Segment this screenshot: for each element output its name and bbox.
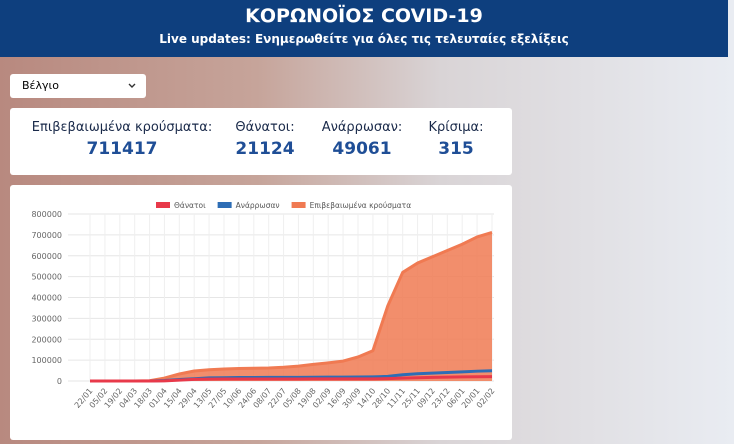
stat-label: Κρίσιμα: bbox=[428, 120, 484, 135]
stat: Κρίσιμα: 315 bbox=[428, 120, 483, 159]
legend-swatch bbox=[156, 202, 170, 208]
y-tick-label: 300000 bbox=[31, 314, 62, 323]
stat-label: Θάνατοι: bbox=[235, 120, 295, 135]
stat-value: 711417 bbox=[86, 139, 158, 159]
legend-label: Ανάρρωσαν bbox=[236, 201, 280, 210]
header: ΚΟΡΩΝΟΪΟΣ COVID-19 Live updates: Ενημερω… bbox=[0, 0, 728, 57]
stats-card: Επιβεβαιωμένα κρούσματα: 711417 Θάνατοι: 2… bbox=[10, 108, 512, 175]
stat: Ανάρρωσαν: 49061 bbox=[322, 120, 403, 159]
legend-swatch bbox=[217, 202, 232, 208]
y-tick-label: 500000 bbox=[31, 273, 62, 282]
stat: Επιβεβαιωμένα κρούσματα: 711417 bbox=[32, 120, 212, 159]
header-title: ΚΟΡΩΝΟΪΟΣ COVID-19 bbox=[245, 5, 483, 27]
stat-label: Επιβεβαιωμένα κρούσματα: bbox=[31, 120, 213, 135]
y-tick-label: 100000 bbox=[31, 356, 62, 365]
chart: 0 100000 200000 300000 400000 500000 600000 700… bbox=[31, 201, 496, 410]
y-tick-label: 400000 bbox=[31, 294, 62, 303]
stat: Θάνατοι: 21124 bbox=[235, 120, 294, 159]
select-value: Βέλγιο bbox=[22, 79, 59, 92]
stat-label: Ανάρρωσαν: bbox=[321, 120, 403, 135]
stat-value: 21124 bbox=[235, 139, 295, 159]
y-tick-label: 200000 bbox=[31, 335, 62, 344]
chevron bbox=[128, 83, 136, 88]
legend-swatch bbox=[291, 202, 306, 208]
y-tick-label: 0 bbox=[57, 377, 62, 386]
series-line bbox=[90, 375, 493, 383]
stat-value: 49061 bbox=[332, 139, 392, 159]
y-tick-label: 600000 bbox=[31, 252, 62, 261]
country-select[interactable]: Βέλγιο bbox=[10, 74, 146, 98]
area-fill bbox=[90, 232, 492, 381]
y-tick-label: 700000 bbox=[31, 231, 62, 240]
header-subtitle: Live updates: Ενημερωθείτε για όλες τις … bbox=[159, 32, 569, 46]
legend-label: Επιβεβαιωμένα κρούσματα bbox=[310, 201, 412, 210]
legend-label: Θάνατοι bbox=[174, 201, 206, 210]
y-tick-label: 800000 bbox=[31, 210, 62, 219]
stat-value: 315 bbox=[438, 139, 474, 159]
chart-card: 0 100000 200000 300000 400000 500000 600000 700… bbox=[10, 185, 512, 440]
